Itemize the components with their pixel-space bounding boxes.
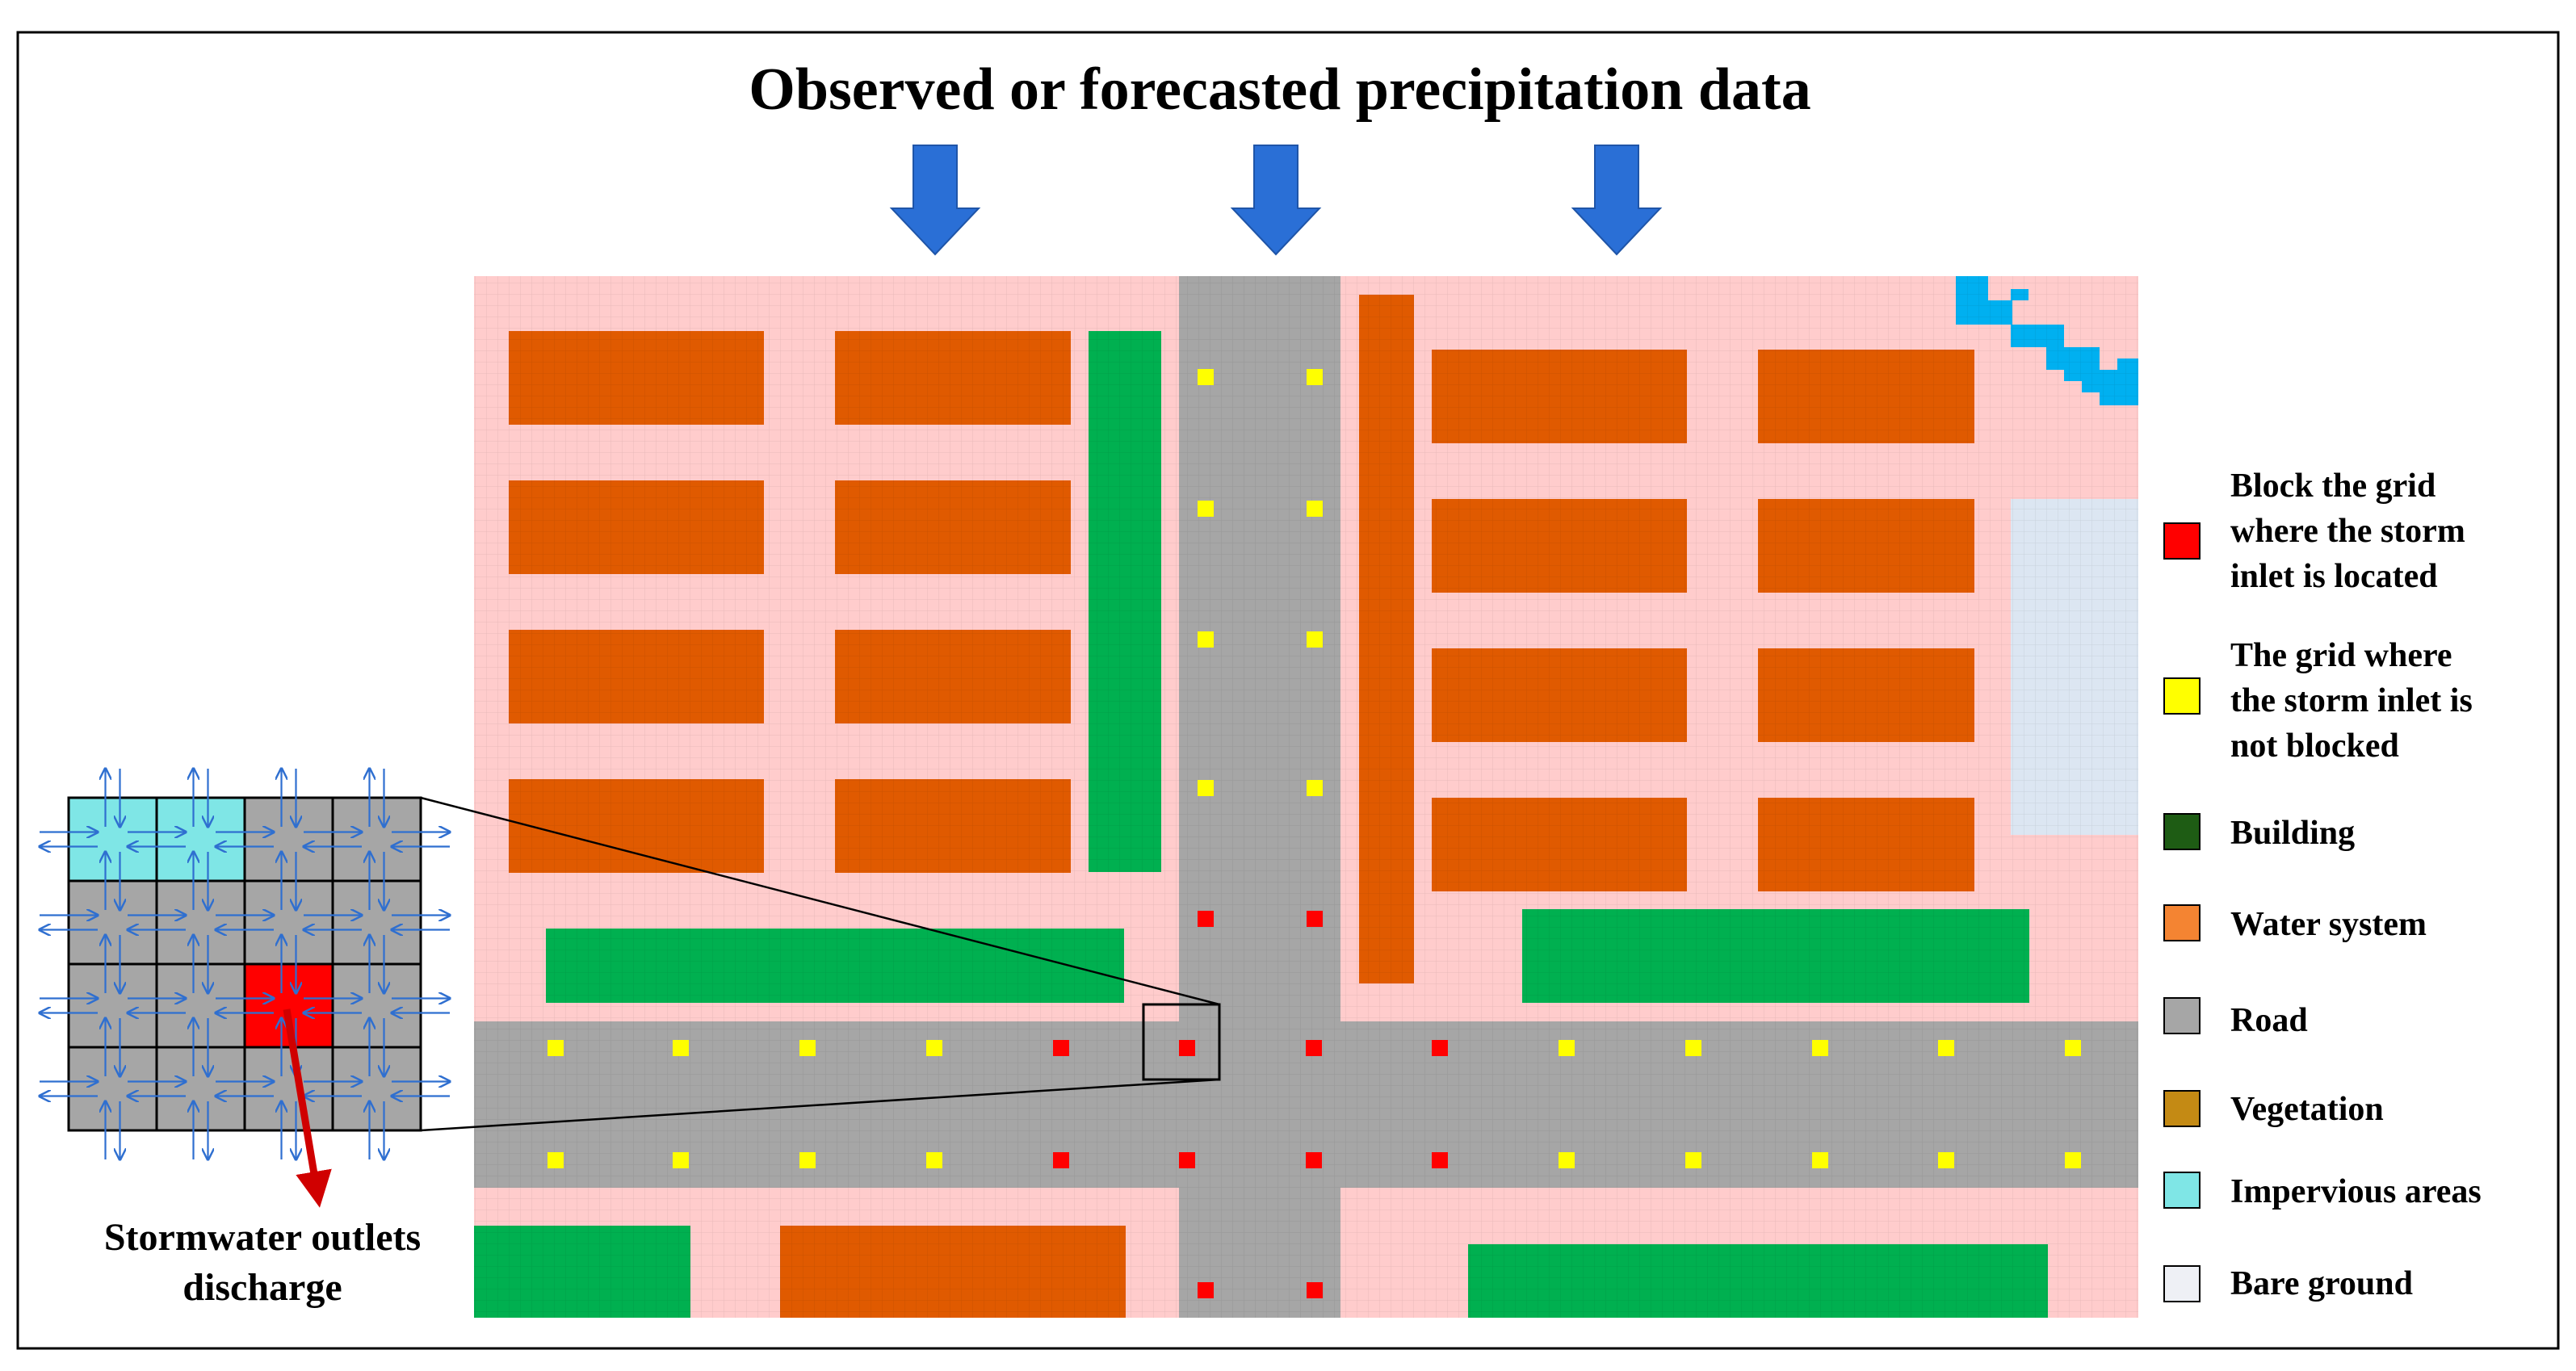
legend-swatch-3	[2163, 813, 2201, 850]
storm-inlet-open	[1307, 631, 1323, 648]
storm-inlet-open	[1307, 780, 1323, 796]
storm-inlet-open	[1938, 1152, 1954, 1168]
legend-label-4-line-1: Water system	[2230, 906, 2427, 943]
storm-inlet-blocked	[1432, 1040, 1448, 1056]
inset-caption-line-1: Stormwater outlets	[104, 1216, 421, 1259]
storm-inlet-open	[1198, 631, 1214, 648]
storm-inlet-open	[799, 1040, 816, 1056]
storm-inlet-open	[1307, 501, 1323, 517]
inset-grid	[40, 769, 450, 1208]
inset-cell	[155, 796, 246, 883]
legend-label-7-line-1: Impervious areas	[2230, 1173, 2482, 1210]
storm-inlet-blocked	[1053, 1040, 1069, 1056]
outlet-discharge-arrow	[283, 1008, 332, 1208]
storm-inlet-open	[2065, 1040, 2081, 1056]
inset-cell	[67, 962, 158, 1049]
legend-label-8-line-1: Bare ground	[2230, 1265, 2413, 1302]
precipitation-arrow-3	[1571, 145, 1663, 256]
storm-inlet-blocked	[1053, 1152, 1069, 1168]
inset-cell	[331, 1046, 422, 1132]
storm-inlet-open	[1559, 1152, 1575, 1168]
storm-inlet-open	[1198, 369, 1214, 385]
storm-inlet-open	[926, 1152, 942, 1168]
storm-inlet-open	[673, 1152, 689, 1168]
inset-cell	[331, 796, 422, 883]
legend-label-3-line-1: Building	[2230, 815, 2355, 852]
storm-inlet-open	[548, 1040, 564, 1056]
diagram-title: Observed or forecasted precipitation dat…	[749, 57, 1810, 123]
grid-overlay	[474, 276, 2138, 1318]
storm-inlet-open	[1198, 780, 1214, 796]
legend-swatch-1	[2163, 522, 2201, 560]
legend-label-1-line-2: where the storm	[2230, 513, 2465, 550]
inset-cell	[243, 879, 334, 966]
legend-swatch-7	[2163, 1172, 2201, 1209]
storm-inlet-blocked	[1179, 1152, 1195, 1168]
storm-inlet-blocked	[1306, 1152, 1322, 1168]
storm-inlet-open	[926, 1040, 942, 1056]
inset-cell	[243, 796, 334, 883]
storm-inlet-blocked	[1198, 1282, 1214, 1298]
storm-inlet-open	[1812, 1040, 1828, 1056]
zoom-line-top	[420, 796, 1220, 1006]
zoom-box	[1142, 1003, 1221, 1081]
outer-frame	[16, 31, 2560, 1350]
legend-swatch-5	[2163, 997, 2201, 1034]
inset-cell	[67, 1046, 158, 1132]
storm-inlet-open	[2065, 1152, 2081, 1168]
legend-label-6-line-1: Vegetation	[2230, 1091, 2384, 1128]
inset-cell	[155, 1046, 246, 1132]
storm-inlet-open	[1198, 501, 1214, 517]
inset-cell	[67, 796, 158, 883]
precipitation-arrow-1	[889, 145, 981, 256]
inset-cell	[331, 879, 422, 966]
zoom-indicator	[420, 796, 1221, 1132]
legend-swatch-4	[2163, 904, 2201, 941]
legend: Block the grid where the storm inlet is lo…	[2163, 467, 2482, 1302]
legend-swatch-8	[2163, 1265, 2201, 1302]
storm-inlet-blocked	[1306, 1040, 1322, 1056]
storm-inlet-open	[1307, 369, 1323, 385]
zoom-line-bottom	[420, 1078, 1220, 1132]
storm-inlet-open	[1812, 1152, 1828, 1168]
legend-swatch-2	[2163, 677, 2201, 715]
legend-swatch-6	[2163, 1090, 2201, 1127]
inset-cell	[155, 879, 246, 966]
inset-cell	[331, 962, 422, 1049]
storm-inlet-blocked	[1198, 911, 1214, 927]
storm-inlet-open	[1559, 1040, 1575, 1056]
storm-inlet-open	[1685, 1152, 1701, 1168]
storm-inlet-blocked	[1307, 911, 1323, 927]
storm-inlet-open	[1938, 1040, 1954, 1056]
precipitation-arrow-2	[1230, 145, 1322, 256]
site-map	[474, 276, 2138, 1318]
storm-inlet-blocked	[1432, 1152, 1448, 1168]
inset-cell	[67, 879, 158, 966]
inset-caption-line-2: discharge	[183, 1266, 342, 1309]
storm-inlet-blocked	[1307, 1282, 1323, 1298]
legend-label-1-line-3: inlet is located	[2230, 558, 2438, 595]
storm-inlet-open	[799, 1152, 816, 1168]
legend-label-2-line-2: the storm inlet is	[2230, 682, 2473, 719]
legend-label-2-line-1: The grid where	[2230, 637, 2452, 674]
storm-inlet-open	[673, 1040, 689, 1056]
legend-label-2-line-3: not blocked	[2230, 727, 2399, 765]
precipitation-arrows	[889, 145, 1663, 256]
inset-cell	[243, 1046, 334, 1132]
storm-inlet-open	[548, 1152, 564, 1168]
storm-inlet-blocked	[1179, 1040, 1195, 1056]
inset-cell	[155, 962, 246, 1049]
legend-label-5-line-1: Road	[2230, 1002, 2308, 1039]
legend-label-1-line-1: Block the grid	[2230, 467, 2435, 505]
storm-inlet-open	[1685, 1040, 1701, 1056]
